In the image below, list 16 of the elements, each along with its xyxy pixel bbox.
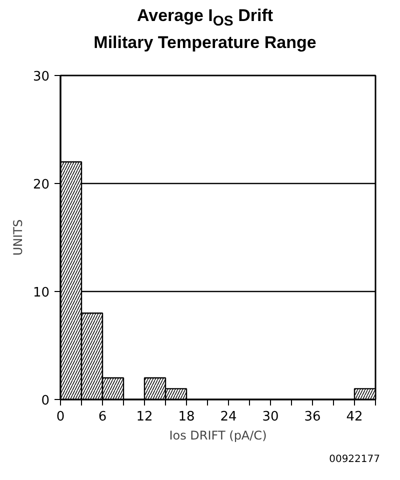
x-tick-label: 24	[220, 410, 237, 424]
x-axis-title: Ios DRIFT (pA/C)	[169, 428, 267, 442]
y-axis-title: UNITS	[10, 219, 25, 256]
x-tick-label: 36	[304, 410, 321, 424]
y-tick-label: 10	[32, 286, 50, 300]
x-tick-label: 12	[136, 410, 153, 424]
x-tick-label: 42	[346, 410, 363, 424]
x-tick-label: 6	[98, 410, 107, 424]
y-tick-label: 0	[41, 394, 50, 408]
x-tick-label: 18	[178, 410, 195, 424]
text: 00922177	[328, 453, 380, 467]
chart-title: Average I$_{OS}$ Drift Military Temperature Range	[92, 5, 318, 54]
y-tick-label: 20	[32, 178, 50, 192]
x-tick-label: 0	[56, 410, 65, 424]
x-tick-label: 30	[262, 410, 279, 424]
y-tick-label: 30	[32, 70, 50, 84]
